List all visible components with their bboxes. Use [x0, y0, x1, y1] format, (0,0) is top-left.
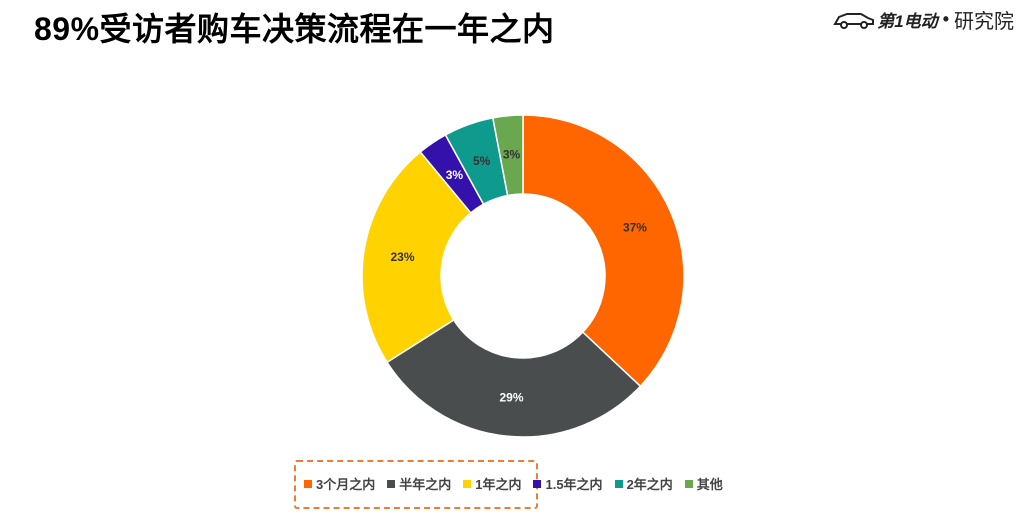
legend-swatch — [614, 479, 623, 488]
legend-label: 半年之内 — [399, 477, 452, 492]
donut-slice-3 — [361, 150, 472, 364]
legend-swatch — [304, 479, 312, 488]
legend-label: 3个月之内 — [316, 477, 376, 492]
page-title: 89%受访者购车决策流程在一年之内 — [34, 11, 555, 47]
legend-items: 3个月之内 半年之内 1年之内 1.5年之内 2年之内 其他 — [304, 474, 735, 493]
slice-label-2: 29% — [500, 390, 524, 404]
legend-item-3: 1年之内 — [463, 474, 521, 493]
brand-logo: 第1电动 • 研究院 — [833, 2, 1014, 36]
slice-label-1: 37% — [623, 221, 647, 235]
slice-label-4: 3% — [446, 168, 464, 182]
slice-label-5: 5% — [473, 154, 491, 168]
car-icon — [833, 13, 875, 29]
legend-label: 1.5年之内 — [545, 477, 603, 492]
legend-swatch — [684, 479, 693, 488]
legend-item-1: 3个月之内 — [304, 474, 375, 493]
legend-item-4: 1.5年之内 — [533, 474, 603, 493]
brand-name: 第1电动 — [877, 11, 938, 31]
slice-label-6: 3% — [503, 148, 521, 162]
chart-legend: 3个月之内 半年之内 1年之内 1.5年之内 2年之内 其他 — [294, 460, 723, 509]
legend-swatch — [387, 479, 396, 488]
legend-item-2: 半年之内 — [387, 474, 451, 493]
legend-label: 其他 — [696, 477, 723, 492]
legend-item-6: 其他 — [684, 474, 723, 493]
legend-label: 1年之内 — [475, 477, 522, 492]
brand-separator: • — [942, 8, 949, 29]
donut-slice-6 — [491, 114, 524, 197]
legend-swatch — [463, 479, 472, 488]
legend-item-5: 2年之内 — [614, 474, 673, 493]
brand-institute: 研究院 — [954, 10, 1014, 33]
legend-swatch — [533, 479, 542, 488]
slice-label-3: 23% — [390, 250, 414, 264]
donut-slice-1 — [522, 114, 685, 388]
donut-slice-2 — [386, 318, 642, 438]
legend-label: 2年之内 — [626, 477, 673, 492]
